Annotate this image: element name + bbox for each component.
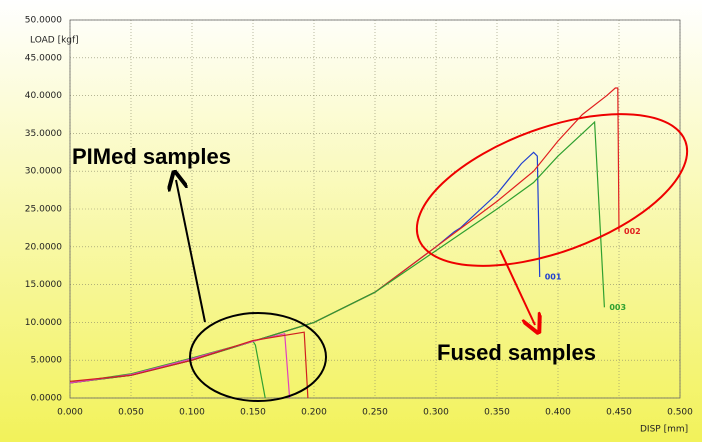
- series-label: 003: [609, 303, 626, 312]
- y-tick-label: 45.0000: [25, 53, 62, 63]
- pimed-arrow: [176, 180, 206, 323]
- x-tick-label: 0.400: [545, 408, 571, 418]
- plot-frame: [69, 19, 681, 399]
- y-tick-label: 30.0000: [25, 167, 62, 177]
- series-label: 001: [545, 273, 562, 282]
- x-tick-label: 0.150: [240, 408, 266, 418]
- x-tick-label: 0.100: [179, 408, 205, 418]
- annotation: Fused samples: [437, 340, 596, 365]
- annotation: PIMed samples: [72, 144, 231, 169]
- x-tick-label: 0.300: [423, 408, 449, 418]
- y-tick-label: 0.0000: [31, 394, 63, 404]
- y-axis-label: LOAD [kgf]: [30, 36, 79, 46]
- y-tick-label: 5.0000: [31, 356, 63, 366]
- fused-arrow: [499, 249, 535, 325]
- x-tick-label: 0.000: [57, 408, 83, 418]
- x-tick-label: 0.200: [301, 408, 327, 418]
- fused-ellipse: [415, 113, 689, 267]
- x-tick-label: 0.250: [362, 408, 388, 418]
- x-tick-label: 0.050: [118, 408, 144, 418]
- y-tick-label: 40.0000: [25, 91, 62, 101]
- y-tick-label: 35.0000: [25, 129, 62, 139]
- y-tick-label: 25.0000: [25, 205, 62, 215]
- pimed-ellipse: [189, 312, 327, 402]
- y-tick-label: 50.0000: [25, 16, 62, 26]
- x-tick-label: 0.350: [484, 408, 510, 418]
- series-label: 002: [624, 227, 641, 236]
- series-line: [69, 331, 309, 399]
- y-tick-label: 10.0000: [25, 318, 62, 328]
- y-tick-label: 15.0000: [25, 280, 62, 290]
- x-tick-label: 0.500: [667, 408, 693, 418]
- plot-area: 0.0000 5.0000 10.0000 15.0000 20.0000 25.0000…: [25, 16, 693, 418]
- y-tick-label: 20.0000: [25, 242, 62, 252]
- x-axis-label: DISP [mm]: [640, 425, 688, 435]
- x-tick-label: 0.450: [606, 408, 632, 418]
